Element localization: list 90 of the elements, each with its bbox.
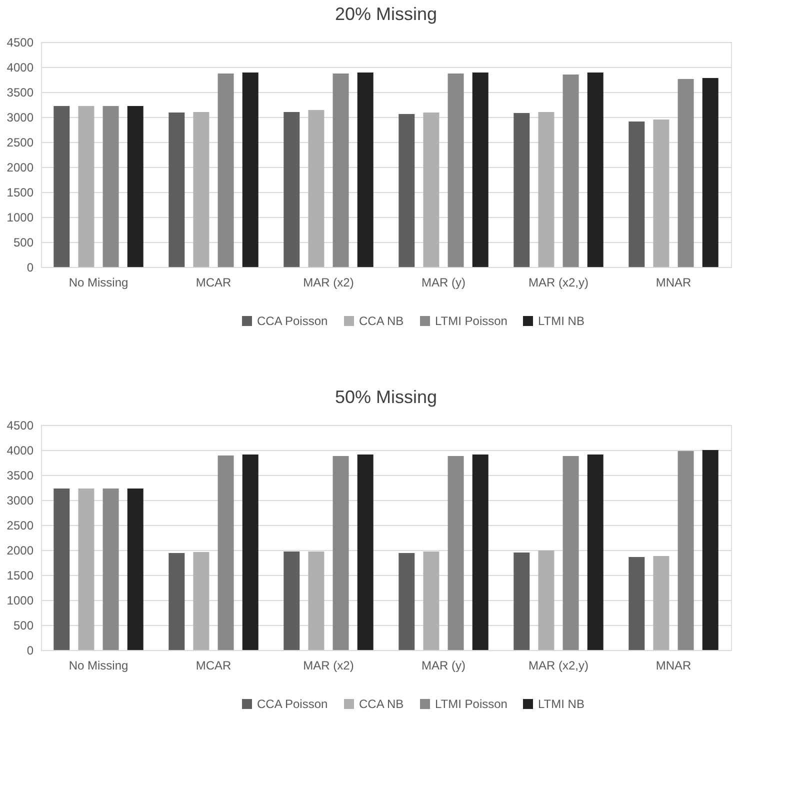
x-tick-label: MAR (y) [422,658,466,672]
bar [54,488,70,650]
bar [562,456,579,650]
bar [102,106,119,267]
bar [78,106,94,267]
y-tick-label: 4500 [6,36,34,50]
bar [653,556,670,650]
bar [193,112,210,267]
y-tick-label: 0 [26,644,34,658]
bar [168,112,185,267]
legend-label: LTMI NB [538,697,584,711]
legend-label: LTMI Poisson [435,314,508,328]
y-tick-label: 500 [13,618,34,632]
y-tick-label: 1500 [6,186,34,200]
legend-label: CCA NB [359,314,404,328]
y-tick-label: 1500 [6,568,34,582]
bar [357,454,374,650]
bar [398,114,415,267]
bar [127,488,144,650]
legend-label: LTMI NB [538,314,584,328]
bar [587,454,604,650]
legend-label: CCA Poisson [257,697,328,711]
bar [587,72,604,267]
y-tick-label: 4500 [6,418,34,432]
y-tick-label: 3000 [6,110,34,124]
bar [538,550,554,650]
bar [628,122,645,267]
bar [448,456,464,650]
x-tick-label: MCAR [196,276,232,290]
legend-label: CCA NB [359,697,404,711]
bar [653,120,670,267]
bar [102,488,119,650]
bar [218,74,234,267]
bar [448,74,464,267]
legend-label: LTMI Poisson [435,697,508,711]
x-tick-label: MAR (x2,y) [528,658,589,672]
y-tick-label: 1000 [6,210,34,224]
x-tick-label: MAR (x2,y) [528,276,589,290]
bar [127,106,144,267]
x-tick-label: No Missing [68,658,128,672]
bar [538,112,554,267]
bar [678,79,694,267]
bar [472,454,488,650]
bar [284,552,300,650]
bar [678,451,694,650]
bar [357,72,374,267]
bar [78,488,94,650]
bar [54,106,70,267]
bar [332,456,349,650]
bar [242,72,258,267]
bar [702,78,718,267]
y-tick-label: 1000 [6,594,34,608]
bar [308,110,324,267]
y-tick-label: 2000 [6,160,34,174]
x-tick-label: MAR (x2) [303,658,354,672]
x-tick-label: MCAR [196,658,232,672]
bar [514,113,530,267]
y-tick-label: 0 [26,260,34,274]
y-tick-label: 4000 [6,444,34,458]
bar [218,456,234,650]
x-tick-label: MNAR [656,658,692,672]
bar [628,557,645,650]
chart-title: 50% Missing [334,387,438,407]
bar [242,454,258,650]
x-tick-label: MNAR [656,276,692,290]
y-tick-label: 3500 [6,468,34,482]
y-tick-label: 500 [13,236,34,250]
chart-title: 20% Missing [334,4,438,24]
y-tick-label: 4000 [6,60,34,74]
bar [423,112,440,267]
x-tick-label: No Missing [68,276,128,290]
y-tick-label: 3500 [6,86,34,100]
bar [472,72,488,267]
bar [562,74,579,267]
x-tick-label: MAR (x2) [303,276,354,290]
x-tick-label: MAR (y) [422,276,466,290]
bar [284,112,300,267]
bar [702,450,718,650]
y-tick-label: 2500 [6,136,34,150]
bar [332,74,349,267]
bar [193,552,210,650]
bar [423,552,440,650]
legend-label: CCA Poisson [257,314,328,328]
bar [308,552,324,650]
y-tick-label: 3000 [6,494,34,508]
bar [514,552,530,650]
bar [168,553,185,650]
bar [398,553,415,650]
y-tick-label: 2000 [6,544,34,558]
y-tick-label: 2500 [6,518,34,532]
